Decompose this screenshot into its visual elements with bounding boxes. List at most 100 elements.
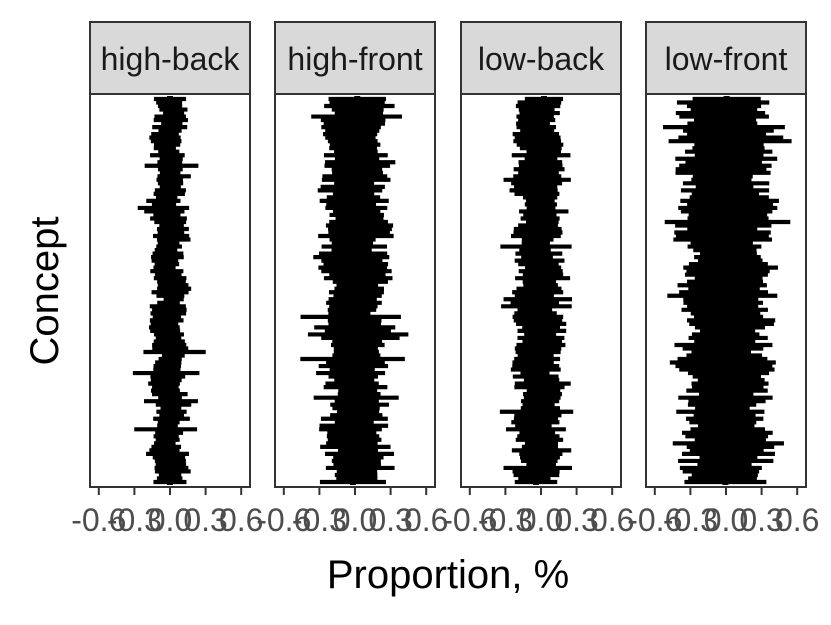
- point-estimate: [161, 447, 168, 454]
- point-estimate: [353, 268, 360, 275]
- point-estimate: [168, 464, 175, 471]
- point-estimate: [170, 282, 177, 289]
- point-estimate: [534, 254, 541, 261]
- point-estimate: [355, 408, 362, 415]
- point-estimate: [167, 471, 174, 478]
- point-estimate: [163, 138, 170, 145]
- point-estimate: [536, 99, 543, 106]
- facet-strip-label: high-front: [287, 41, 422, 77]
- y-axis-label: Concept: [23, 217, 67, 366]
- point-estimate: [346, 187, 353, 194]
- point-estimate: [349, 264, 356, 271]
- point-estimate: [353, 468, 360, 475]
- point-estimate: [539, 338, 546, 345]
- point-estimate: [351, 377, 358, 384]
- facet-strip: [274, 21, 436, 95]
- point-estimate: [538, 320, 545, 327]
- x-tick-label: -0.6: [442, 502, 497, 538]
- point-estimate: [169, 468, 176, 475]
- point-estimate: [536, 278, 543, 285]
- point-estimate: [167, 356, 174, 363]
- point-estimate: [723, 96, 730, 102]
- point-estimate: [163, 268, 170, 275]
- x-tick-label: 0.0: [519, 502, 563, 538]
- point-estimate: [534, 412, 541, 419]
- point-estimate: [535, 169, 542, 176]
- point-estimate: [352, 443, 359, 450]
- point-estimate: [170, 110, 177, 117]
- point-estimate: [722, 479, 729, 485]
- point-estimate: [721, 338, 728, 345]
- point-estimate: [720, 159, 727, 166]
- x-tick-label: 0.0: [148, 502, 192, 538]
- point-estimate: [353, 204, 360, 211]
- point-estimate: [540, 96, 547, 102]
- point-estimate: [725, 370, 732, 377]
- point-estimate: [536, 454, 543, 461]
- point-estimate: [723, 447, 730, 454]
- point-estimate: [532, 131, 539, 138]
- point-estimate: [721, 183, 728, 190]
- point-estimate: [537, 398, 544, 405]
- point-estimate: [727, 264, 734, 271]
- point-estimate: [354, 96, 361, 102]
- point-estimate: [538, 461, 545, 468]
- point-estimate: [719, 356, 726, 363]
- point-estimate: [532, 419, 539, 426]
- point-estimate: [353, 208, 360, 215]
- point-estimate: [353, 412, 360, 419]
- point-estimate: [349, 366, 356, 373]
- point-estimate: [532, 240, 539, 247]
- point-estimate: [539, 380, 546, 387]
- point-estimate: [168, 408, 175, 415]
- point-estimate: [164, 152, 171, 159]
- panels-layer: high-back-0.6-0.30.00.30.6 high-front -0.6…: [71, 21, 819, 538]
- point-estimate: [352, 384, 359, 391]
- point-estimate: [723, 131, 730, 138]
- point-estimate: [723, 433, 730, 440]
- point-estimate: [355, 110, 362, 117]
- point-estimate: [167, 117, 174, 124]
- point-estimate: [356, 215, 363, 222]
- point-estimate: [167, 127, 174, 134]
- point-estimate: [721, 103, 728, 110]
- point-estimate: [164, 141, 171, 148]
- point-estimate: [724, 204, 731, 211]
- point-estimate: [717, 468, 724, 475]
- point-estimate: [349, 296, 356, 303]
- point-estimate: [717, 296, 724, 303]
- point-estimate: [532, 247, 539, 254]
- point-estimate: [725, 250, 732, 257]
- point-estimate: [727, 443, 734, 450]
- point-estimate: [352, 152, 359, 159]
- point-estimate: [537, 450, 544, 457]
- point-estimate: [721, 415, 728, 422]
- facet-panel-high-back: high-back -0.6-0.30.00.30.6: [71, 21, 263, 538]
- point-estimate: [167, 405, 174, 412]
- point-estimate: [537, 282, 544, 289]
- point-estimate: [721, 352, 728, 359]
- point-estimate: [349, 240, 356, 247]
- x-axis: -0.6-0.30.00.30.6: [256, 487, 448, 538]
- point-estimate: [727, 257, 734, 264]
- point-estimate: [723, 271, 730, 278]
- point-estimate: [161, 257, 168, 264]
- point-estimate: [356, 103, 363, 110]
- point-estimate: [166, 391, 173, 398]
- point-estimate: [353, 352, 360, 359]
- point-estimate: [534, 176, 541, 183]
- point-estimate: [166, 159, 173, 166]
- point-estimate: [538, 377, 545, 384]
- point-estimate: [536, 384, 543, 391]
- point-estimate: [535, 401, 542, 408]
- point-estimate: [532, 352, 539, 359]
- x-tick-label: -0.3: [107, 502, 162, 538]
- point-estimate: [536, 211, 543, 218]
- point-estimate: [163, 366, 170, 373]
- point-estimate: [356, 229, 363, 236]
- x-tick-label: 0.3: [368, 502, 412, 538]
- point-estimate: [723, 373, 730, 380]
- facet-strip-label: low-front: [665, 41, 788, 77]
- x-axis: -0.6-0.30.00.30.6: [627, 487, 819, 538]
- point-estimate: [351, 415, 358, 422]
